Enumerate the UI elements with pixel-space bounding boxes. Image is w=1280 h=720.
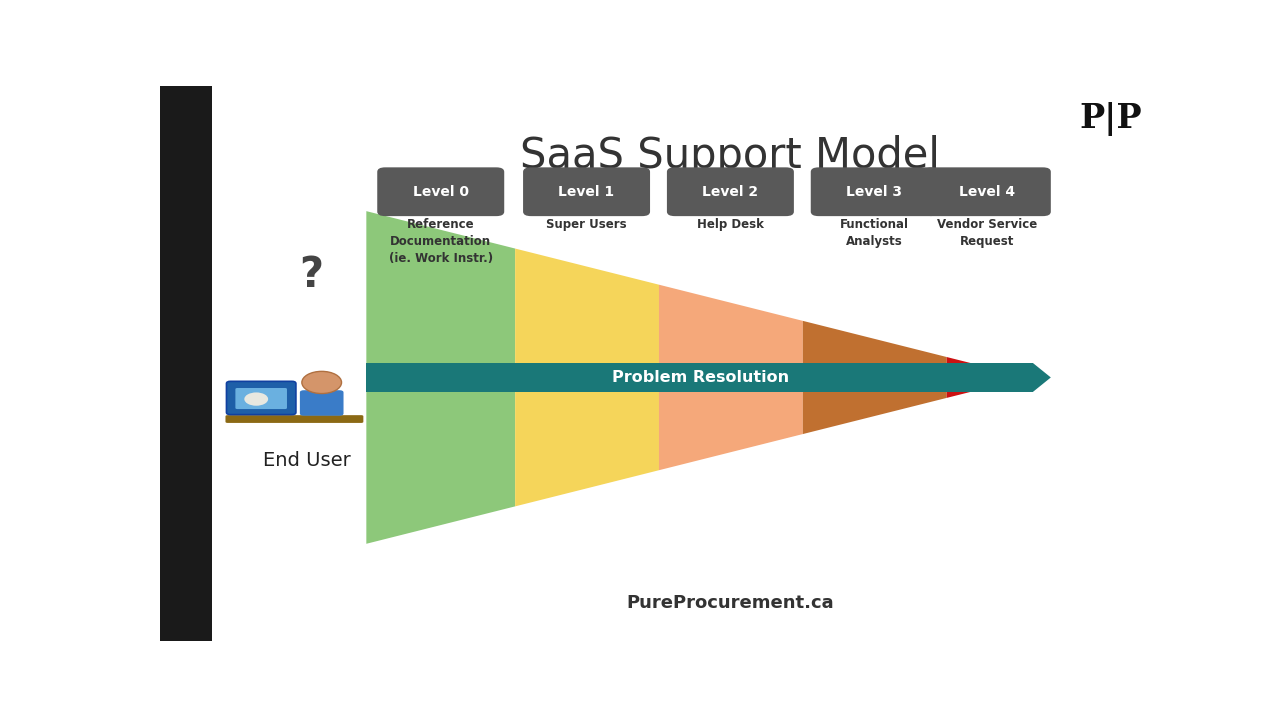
Text: Level 3: Level 3: [846, 185, 902, 199]
Text: Level 2: Level 2: [703, 185, 759, 199]
FancyBboxPatch shape: [810, 167, 938, 216]
Polygon shape: [1033, 363, 1051, 392]
Circle shape: [244, 392, 268, 406]
Bar: [160, 86, 211, 641]
Text: Level 0: Level 0: [412, 185, 468, 199]
FancyBboxPatch shape: [225, 415, 364, 423]
Text: Help Desk: Help Desk: [698, 218, 764, 231]
Text: ?: ?: [298, 254, 323, 296]
Bar: [366, 363, 1033, 392]
Polygon shape: [947, 357, 1028, 398]
Text: Reference
Documentation
(ie. Work Instr.): Reference Documentation (ie. Work Instr.…: [389, 218, 493, 266]
FancyBboxPatch shape: [236, 388, 287, 409]
FancyBboxPatch shape: [378, 167, 504, 216]
Polygon shape: [659, 284, 803, 470]
FancyBboxPatch shape: [667, 167, 794, 216]
Text: Problem Resolution: Problem Resolution: [612, 370, 790, 385]
Circle shape: [302, 372, 342, 394]
Text: SaaS Support Model: SaaS Support Model: [521, 135, 941, 176]
Polygon shape: [515, 248, 659, 506]
Polygon shape: [803, 321, 947, 434]
FancyBboxPatch shape: [924, 167, 1051, 216]
Text: Level 1: Level 1: [558, 185, 614, 199]
FancyBboxPatch shape: [227, 382, 296, 415]
FancyBboxPatch shape: [300, 390, 343, 415]
Text: Functional
Analysts: Functional Analysts: [840, 218, 909, 248]
Text: Level 4: Level 4: [959, 185, 1015, 199]
FancyBboxPatch shape: [524, 167, 650, 216]
Text: P|P: P|P: [1079, 102, 1142, 135]
Text: PureProcurement.ca: PureProcurement.ca: [627, 594, 835, 612]
Text: Super Users: Super Users: [547, 218, 627, 231]
Polygon shape: [366, 211, 515, 544]
Text: End User: End User: [262, 451, 351, 470]
Text: Vendor Service
Request: Vendor Service Request: [937, 218, 1038, 248]
